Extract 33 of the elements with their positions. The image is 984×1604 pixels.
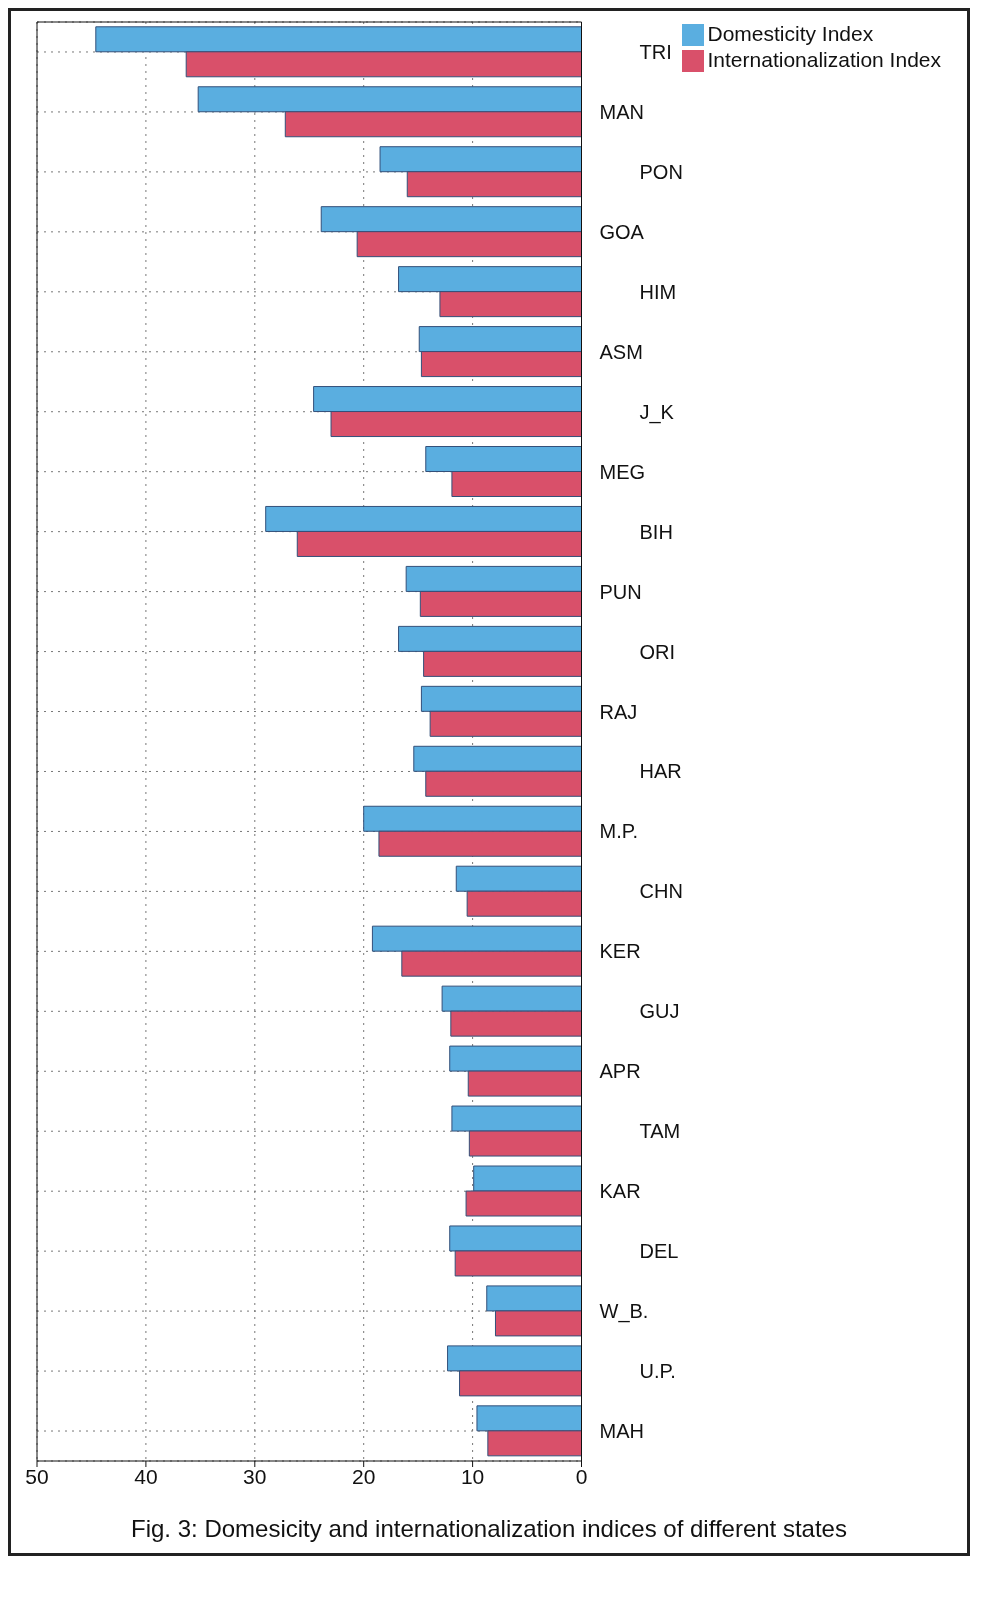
y-tick-label: M.P.: [599, 820, 639, 843]
y-tick-label: HIM: [639, 280, 677, 303]
x-tick-label: 30: [243, 1464, 267, 1488]
x-tick-label: 50: [25, 1464, 49, 1488]
y-tick-label: W_B.: [599, 1300, 649, 1324]
y-tick-label: CHN: [639, 880, 683, 903]
y-tick-label: TAM: [639, 1120, 681, 1143]
x-tick-label: 20: [352, 1464, 376, 1488]
x-tick-label: 10: [460, 1464, 485, 1488]
y-tick-label: GOA: [599, 220, 645, 243]
y-tick-label: KER: [599, 940, 641, 963]
y-tick-label: BIH: [639, 520, 673, 543]
y-tick-label: GUJ: [639, 1000, 680, 1023]
x-tick-label: 0: [575, 1464, 588, 1488]
y-tick-label: MEG: [599, 460, 646, 483]
y-tick-label: RAJ: [599, 700, 638, 723]
y-tick-label: MAN: [599, 100, 644, 123]
y-tick-label: PUN: [599, 580, 642, 603]
y-tick-label: U.P.: [639, 1360, 676, 1383]
legend-label: Internationalization Index: [707, 48, 941, 71]
y-tick-label: HAR: [639, 760, 682, 783]
y-tick-label: PON: [639, 160, 683, 183]
y-tick-label: J_K: [639, 400, 675, 424]
y-tick-label: ORI: [639, 640, 676, 663]
x-tick-label: 40: [134, 1464, 158, 1488]
y-tick-label: APR: [599, 1060, 641, 1083]
y-tick-label: KAR: [599, 1180, 641, 1203]
caption: Fig. 3: Domesicity and internationalization indices of different states: [130, 1515, 848, 1543]
y-tick-label: TRI: [639, 40, 672, 63]
legend-label: Domesticity Index: [707, 22, 874, 45]
y-tick-label: DEL: [639, 1240, 679, 1263]
y-tick-label: MAH: [599, 1420, 644, 1443]
y-tick-label: ASM: [599, 340, 643, 363]
